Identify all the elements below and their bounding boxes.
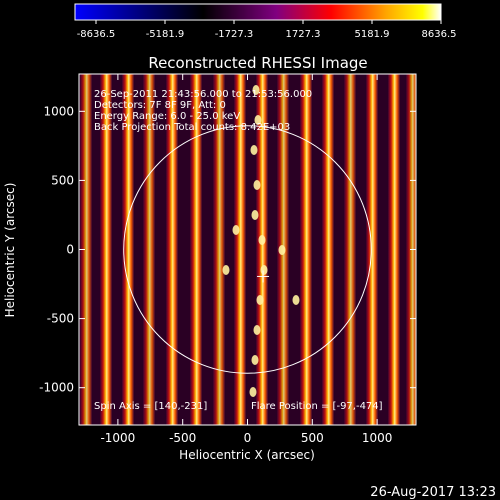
- plot-title: Reconstructed RHESSI Image: [148, 54, 367, 72]
- fringe-stripe: [190, 74, 202, 425]
- colorbar-tick-label: 1727.3: [286, 29, 321, 40]
- fringe-blob: [253, 325, 261, 335]
- fringe-blob: [258, 235, 266, 245]
- fringe-blob: [251, 210, 259, 220]
- fringe-stripe: [300, 74, 312, 425]
- flare-position-label: Flare Position = [-97,-474]: [251, 401, 383, 412]
- fringe-stripe: [322, 74, 334, 425]
- info-line: 26-Sep-2011 21:43:56.000 to 21:53:56.000: [94, 89, 312, 100]
- colorbar-ticks: -8636.5 -5181.9 -1727.3 1727.3 5181.9 8636.5: [77, 20, 457, 40]
- modulation-blobs: [222, 85, 300, 397]
- fringe-blob: [278, 245, 286, 255]
- y-axis-ticks: 1000 500 0 -500 -1000: [39, 104, 416, 395]
- colorbar-tick-label: 5181.9: [355, 29, 390, 40]
- x-tick-label: 1000: [362, 431, 393, 445]
- fringe-stripe: [166, 74, 178, 425]
- y-tick-label: -1000: [39, 381, 74, 395]
- fringe-stripe: [213, 74, 225, 425]
- info-line: Energy Range: 6.0 - 25.0 keV: [94, 111, 240, 122]
- x-tick-label: -1000: [100, 431, 135, 445]
- colorbar-gradient: [74, 3, 442, 21]
- fringe-blob: [250, 145, 258, 155]
- footer-timestamp: 26-Aug-2017 13:23: [370, 485, 496, 500]
- y-tick-label: 0: [66, 243, 74, 257]
- y-axis-label: Heliocentric Y (arcsec): [3, 183, 17, 318]
- x-tick-label: -500: [169, 431, 196, 445]
- fringe-blob: [292, 295, 300, 305]
- fringe-blob: [260, 265, 268, 275]
- fringe-blob: [249, 387, 257, 397]
- fringe-blob: [232, 225, 240, 235]
- colorbar-tick-label: -8636.5: [77, 29, 116, 40]
- fringe-blob: [256, 295, 264, 305]
- fringe-stripe: [256, 74, 268, 425]
- fringe-stripe: [234, 74, 246, 425]
- fringe-stripe: [100, 74, 112, 425]
- x-tick-label: 0: [244, 431, 252, 445]
- x-axis-ticks: -1000 -500 0 500 1000: [100, 74, 392, 445]
- fringe-blob: [252, 85, 260, 95]
- spin-axis-label: Spin Axis = [140,-231]: [94, 401, 207, 412]
- solar-limb-circle: [123, 125, 372, 374]
- colorbar: -8636.5 -5181.9 -1727.3 1727.3 5181.9 8636.5: [74, 3, 457, 40]
- fringe-stripe: [143, 74, 155, 425]
- fringe-stripe: [122, 74, 134, 425]
- fringe-blob: [222, 265, 230, 275]
- fringe-blob: [254, 115, 262, 125]
- colorbar-tick-label: -5181.9: [146, 29, 185, 40]
- rhessi-image: [79, 74, 416, 425]
- y-tick-label: 1000: [43, 104, 74, 118]
- fringe-stripe: [344, 74, 356, 425]
- back-projection-stripes: [80, 74, 416, 425]
- fringe-stripe: [80, 74, 92, 425]
- y-tick-label: -500: [47, 312, 74, 326]
- observation-info: 26-Sep-2011 21:43:56.000 to 21:53:56.000…: [94, 89, 312, 133]
- x-axis-label: Heliocentric X (arcsec): [179, 448, 315, 462]
- fringe-stripe: [366, 74, 378, 425]
- fringe-blob: [251, 355, 259, 365]
- x-tick-label: 500: [301, 431, 324, 445]
- fringe-blob: [253, 180, 261, 190]
- flare-marker-icon: [257, 270, 270, 283]
- colorbar-tick-label: -1727.3: [215, 29, 254, 40]
- info-line: Detectors: 7F 8F 9F, Att: 0: [94, 100, 226, 111]
- colorbar-tick-label: 8636.5: [422, 29, 457, 40]
- info-line: Back Projection Total counts: 8.42E+03: [94, 122, 290, 133]
- fringe-stripe: [388, 74, 400, 425]
- y-tick-label: 500: [51, 173, 74, 187]
